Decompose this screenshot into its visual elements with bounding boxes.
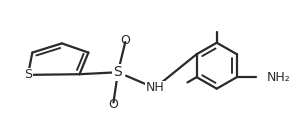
Text: NH: NH [145,81,164,94]
Text: NH₂: NH₂ [266,71,290,84]
Text: S: S [24,68,32,81]
Text: O: O [108,98,118,111]
Text: O: O [120,34,130,47]
Text: S: S [114,65,122,79]
